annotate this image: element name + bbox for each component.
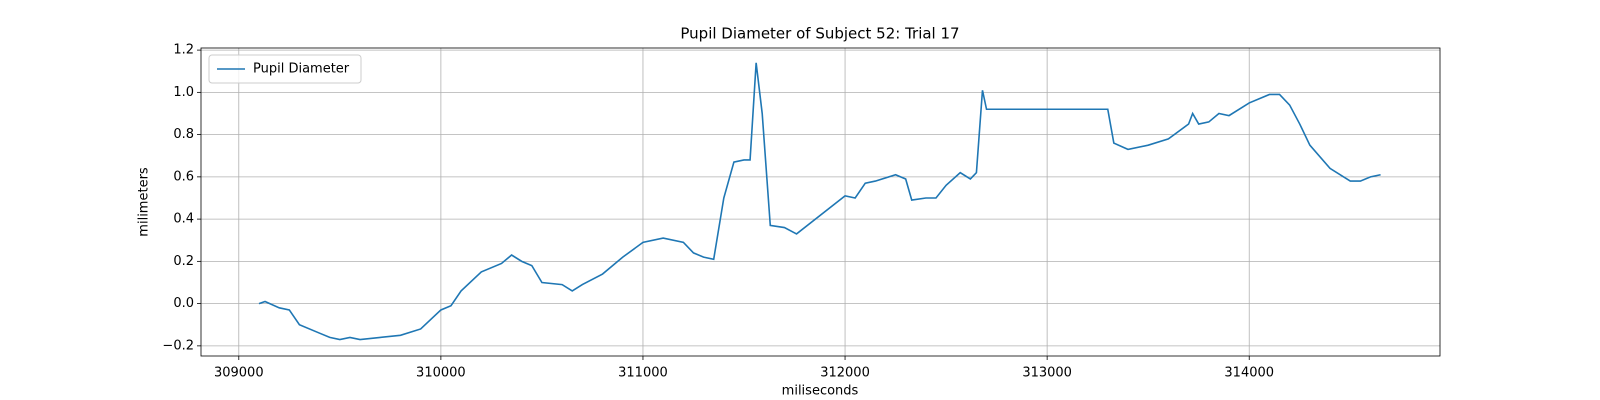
x-tick-label: 313000 — [1022, 366, 1072, 381]
x-tick-label: 311000 — [618, 366, 668, 381]
legend-label: Pupil Diameter — [253, 62, 350, 77]
y-tick-label: 0.2 — [173, 254, 194, 269]
x-tick-label: 314000 — [1224, 366, 1274, 381]
x-tick-label: 309000 — [214, 366, 264, 381]
x-tick-label: 312000 — [820, 366, 870, 381]
y-tick-label: 1.2 — [173, 43, 194, 58]
y-axis-label: milimeters — [137, 167, 152, 237]
x-tick-label: 310000 — [416, 366, 466, 381]
plot-frame — [200, 47, 1441, 357]
y-tick-label: −0.2 — [162, 338, 194, 353]
legend-box — [208, 54, 362, 84]
legend: Pupil Diameter — [208, 54, 362, 84]
y-tick-label: 0.8 — [173, 127, 194, 142]
y-tick-label: 0.6 — [173, 169, 194, 184]
chart-title: Pupil Diameter of Subject 52: Trial 17 — [680, 25, 959, 43]
y-tick-label: 0.4 — [173, 212, 194, 227]
data-line — [258, 62, 1381, 341]
y-tick-label: 1.0 — [173, 85, 194, 100]
y-tick-label: 0.0 — [173, 296, 194, 311]
x-axis-label: miliseconds — [782, 384, 859, 399]
